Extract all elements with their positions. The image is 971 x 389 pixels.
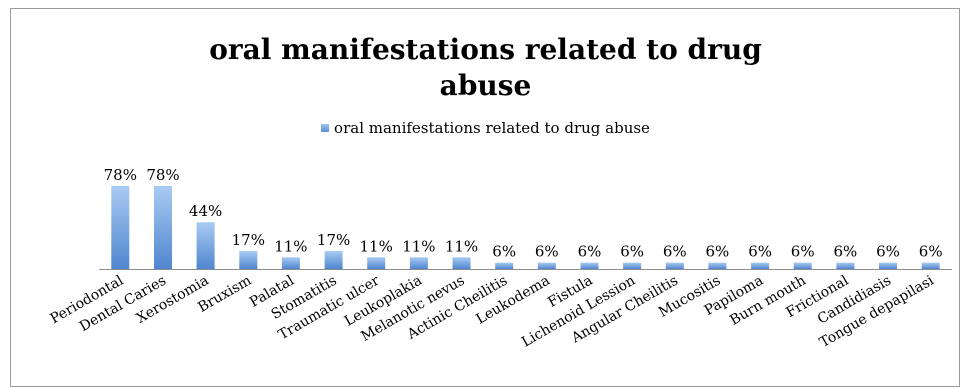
data-label: 11% (402, 237, 435, 255)
data-label: 6% (748, 243, 772, 261)
bar-frictional (836, 262, 855, 269)
bar-stomatitis (324, 250, 343, 269)
bar-tongue-depapilasi (921, 262, 940, 269)
chart-title: oral manifestations related to drug abus… (0, 32, 971, 104)
data-label: 6% (919, 243, 943, 261)
data-label: 44% (189, 202, 222, 220)
chart-legend: oral manifestations related to drug abus… (0, 119, 971, 137)
bar-candidiasis (879, 262, 897, 269)
chart-title-line-2: abuse (439, 69, 532, 102)
bar-fistula (580, 262, 599, 269)
chart-title-line-1: oral manifestations related to drug (209, 33, 762, 66)
data-label: 11% (445, 237, 478, 255)
bar-actinic-cheilitis (495, 262, 514, 269)
bar-leukoplakia (409, 257, 428, 269)
bar-papiloma (751, 262, 770, 269)
data-label: 6% (706, 243, 730, 261)
data-label: 6% (834, 243, 858, 261)
bar-palatal (281, 257, 300, 269)
data-label: 6% (535, 243, 559, 261)
legend-label: oral manifestations related to drug abus… (334, 119, 650, 137)
data-label: 11% (360, 237, 393, 255)
bar-melanotic-nevus (452, 257, 471, 269)
data-label: 6% (663, 243, 687, 261)
bar-periodontal (111, 186, 130, 269)
data-label: 6% (492, 243, 516, 261)
data-label: 6% (876, 243, 900, 261)
legend-swatch (321, 124, 330, 132)
data-label: 6% (620, 243, 644, 261)
value-labels-group: 78% 78% 44% 17% 11% 17% 11% 11% 11% 6% 6% 6% 6% 6% 6% 6… (104, 166, 943, 261)
bars-group (111, 186, 940, 269)
data-label: 11% (274, 237, 307, 255)
data-label: 6% (791, 243, 815, 261)
data-label: 17% (232, 231, 265, 249)
bar-mucositis (708, 262, 727, 269)
bar-bruxism (239, 250, 258, 269)
bar-xerostomia (196, 222, 215, 269)
data-label: 17% (317, 231, 350, 249)
bar-lichenoid-lession (623, 262, 642, 269)
bar-angular-cheilitis (665, 262, 684, 269)
bar-leukodema (537, 262, 556, 269)
data-label: 78% (146, 166, 179, 184)
bar-burn-mouth (793, 262, 812, 269)
data-label: 78% (104, 166, 137, 184)
bar-traumatic-ulcer (367, 257, 386, 269)
data-label: 6% (578, 243, 602, 261)
bar-dental-caries (154, 186, 172, 269)
